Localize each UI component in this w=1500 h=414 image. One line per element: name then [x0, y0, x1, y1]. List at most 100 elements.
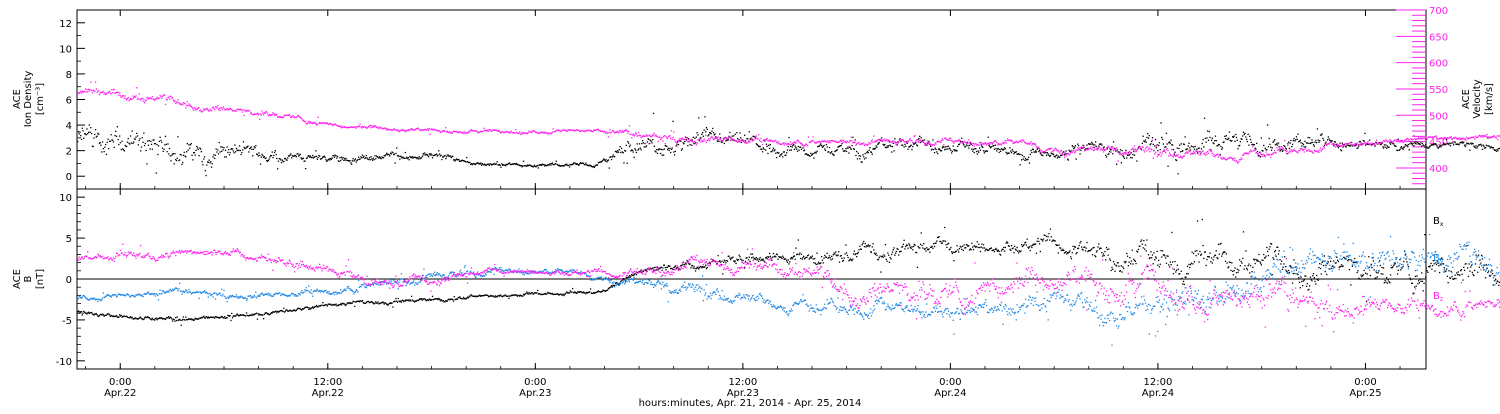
velocity-series-point [706, 142, 707, 143]
ion-density-series-point [969, 145, 970, 146]
ion-density-series-point [865, 153, 866, 154]
bx-series-point [469, 296, 470, 297]
velocity-series-point [673, 131, 674, 132]
ion-density-series-point [236, 148, 237, 149]
velocity-series-point [266, 112, 267, 113]
ion-density-series-point [1023, 159, 1024, 160]
ion-density-series-point [226, 156, 227, 157]
ion-density-series-point [1317, 128, 1318, 129]
velocity-series-point [132, 95, 133, 96]
ion-density-series-point [845, 148, 846, 149]
velocity-series-point [159, 98, 160, 99]
ion-density-series-point [711, 133, 712, 134]
bx-series-point [263, 318, 264, 319]
ion-density-series-point [1237, 140, 1238, 141]
velocity-series-point [463, 133, 464, 134]
y2-tick-label: 400 [1429, 164, 1448, 175]
ion-density-series-point [190, 144, 191, 145]
velocity-series-point [1297, 152, 1298, 153]
ion-density-series-point [1166, 133, 1167, 134]
bx-series-point [577, 292, 578, 293]
y-tick-label: 0 [66, 275, 72, 286]
ion-density-series-point [391, 153, 392, 154]
velocity-series-point [1222, 158, 1223, 159]
velocity-series-point [1154, 153, 1155, 154]
ion-density-series-point [365, 157, 366, 158]
velocity-series-point [1023, 140, 1024, 141]
ion-density-series-point [260, 164, 261, 165]
ion-density-series-point [139, 138, 140, 139]
ion-density-series-point [801, 149, 802, 150]
ion-density-series-point [1121, 150, 1122, 151]
velocity-series-point [1173, 156, 1174, 157]
velocity-series-point [630, 134, 631, 135]
bx-series-point [307, 307, 308, 308]
velocity-series-point [1260, 152, 1261, 153]
ion-density-series-point [385, 154, 386, 155]
ion-density-series-point [114, 135, 115, 136]
ion-density-series-point [813, 153, 814, 154]
velocity-series-point [598, 129, 599, 130]
ion-density-series-point [693, 137, 694, 138]
ion-density-series-point [1249, 136, 1250, 137]
ion-density-series-point [646, 145, 647, 146]
ion-density-series-point [888, 145, 889, 146]
ion-density-series-point [1021, 159, 1022, 160]
velocity-series-point [688, 139, 689, 140]
velocity-series-point [971, 143, 972, 144]
velocity-series-point [318, 117, 319, 118]
velocity-series-point [359, 126, 360, 127]
velocity-series-point [949, 140, 950, 141]
velocity-series-point [146, 99, 147, 100]
ion-density-series-point [760, 146, 761, 147]
velocity-series-point [462, 132, 463, 133]
ion-density-series-point [452, 156, 453, 157]
ion-density-series-point [343, 160, 344, 161]
velocity-series-point [1386, 140, 1387, 141]
bx-series-point [654, 267, 655, 268]
ion-density-series-point [1414, 142, 1415, 143]
ion-density-series-point [455, 160, 456, 161]
ion-density-series-point [191, 143, 192, 144]
ion-density-series-point [1126, 157, 1127, 158]
ion-density-series-point [212, 163, 213, 164]
ion-density-series-point [176, 160, 177, 161]
velocity-series-point [807, 145, 808, 146]
ion-density-series-point [620, 152, 621, 153]
ion-density-series-point [234, 144, 235, 145]
ion-density-series-point [616, 152, 617, 153]
ion-density-series-point [776, 157, 777, 158]
ion-density-series-point [770, 144, 771, 145]
velocity-series-point [1313, 153, 1314, 154]
ion-density-series-point [187, 143, 188, 144]
ion-density-series-point [1215, 136, 1216, 137]
ion-density-series-point [186, 151, 187, 152]
velocity-series-point [795, 143, 796, 144]
ion-density-series-point [1116, 164, 1117, 165]
velocity-series-point [1409, 139, 1410, 140]
velocity-series-point [244, 110, 245, 111]
velocity-series-point [789, 144, 790, 145]
ion-density-series-point [1248, 134, 1249, 135]
velocity-series-point [1006, 143, 1007, 144]
velocity-series-point [863, 142, 864, 143]
velocity-series-point [677, 140, 678, 141]
ion-density-series-point [934, 152, 935, 153]
ion-density-series-point [1412, 144, 1413, 145]
bx-series-point [602, 291, 603, 292]
ion-density-series-point [739, 132, 740, 133]
ion-density-series-point [1452, 143, 1453, 144]
ion-density-series-point [1289, 148, 1290, 149]
velocity-series-point [80, 91, 81, 92]
ion-density-series-point [1205, 138, 1206, 139]
velocity-series-point [510, 132, 511, 133]
ion-density-series-point [86, 128, 87, 129]
velocity-series-point [1220, 157, 1221, 158]
marks-layer [77, 82, 1500, 346]
ion-density-series-point [893, 143, 894, 144]
ion-density-series-point [672, 121, 673, 122]
velocity-series-point [174, 100, 175, 101]
ion-density-series-point [890, 146, 891, 147]
ion-density-series-point [1328, 136, 1329, 137]
ion-density-series-point [1273, 141, 1274, 142]
